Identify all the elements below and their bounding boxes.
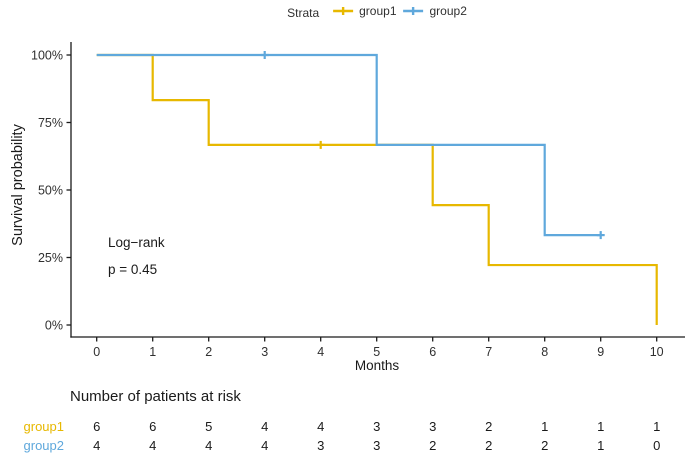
pvalue-label: p = 0.45 [108, 262, 158, 277]
risk-count-group1: 1 [597, 419, 604, 434]
y-tick-label: 75% [38, 116, 63, 130]
x-tick-label: 7 [485, 345, 492, 359]
y-tick-label: 25% [38, 251, 63, 265]
y-tick-label: 0% [45, 319, 63, 333]
legend-label-group2: group2 [429, 4, 467, 18]
legend-key-icon-group1 [333, 7, 354, 15]
risk-count-group2: 4 [261, 438, 268, 453]
risk-count-group2: 2 [485, 438, 492, 453]
risk-count-group1: 1 [653, 419, 660, 434]
risk-count-group2: 2 [541, 438, 548, 453]
x-tick-label: 5 [373, 345, 380, 359]
x-tick-label: 2 [205, 345, 212, 359]
km-curve-group2 [96, 53, 601, 237]
risk-count-group2: 3 [317, 438, 324, 453]
risk-count-group2: 2 [429, 438, 436, 453]
risk-count-group1: 4 [261, 419, 268, 434]
risk-count-group2: 0 [653, 438, 660, 453]
x-tick-label: 1 [149, 345, 156, 359]
x-tick-label: 3 [261, 345, 268, 359]
risk-count-group1: 6 [149, 419, 156, 434]
x-tick-label: 4 [317, 345, 324, 359]
y-axis-title: Survival probability [10, 124, 26, 246]
risk-row-label-group1: group1 [24, 419, 64, 434]
risk-count-group1: 2 [485, 419, 492, 434]
risk-count-group1: 3 [429, 419, 436, 434]
logrank-label: Log−rank [108, 235, 165, 250]
risk-count-group2: 1 [597, 438, 604, 453]
x-tick-label: 8 [541, 345, 548, 359]
x-tick-label: 10 [650, 345, 664, 359]
legend-items: group1 group2 [326, 4, 467, 21]
y-tick-label: 50% [38, 184, 63, 198]
legend: Strata group1 group2 [287, 4, 467, 21]
legend-item-group1: group1 [332, 4, 397, 18]
y-tick-label: 100% [31, 49, 63, 63]
risk-count-group2: 4 [93, 438, 100, 453]
x-tick-label: 0 [93, 345, 100, 359]
risk-count-group2: 3 [373, 438, 380, 453]
risk-count-group2: 4 [149, 438, 156, 453]
risk-count-group1: 5 [205, 419, 212, 434]
risk-count-group1: 3 [373, 419, 380, 434]
x-tick-label: 9 [597, 345, 604, 359]
risk-count-group1: 1 [541, 419, 548, 434]
x-axis-title: Months [354, 358, 400, 373]
risk-count-group2: 4 [205, 438, 212, 453]
legend-key-icon-group2 [403, 7, 424, 15]
risk-table-title: Number of patients at risk [70, 388, 241, 405]
legend-label-group1: group1 [359, 4, 397, 18]
risk-count-group1: 4 [317, 419, 324, 434]
risk-count-group1: 6 [93, 419, 100, 434]
x-tick-label: 6 [429, 345, 436, 359]
risk-row-label-group2: group2 [24, 438, 64, 453]
legend-item-group2: group2 [403, 4, 467, 18]
legend-title: Strata [287, 5, 320, 20]
